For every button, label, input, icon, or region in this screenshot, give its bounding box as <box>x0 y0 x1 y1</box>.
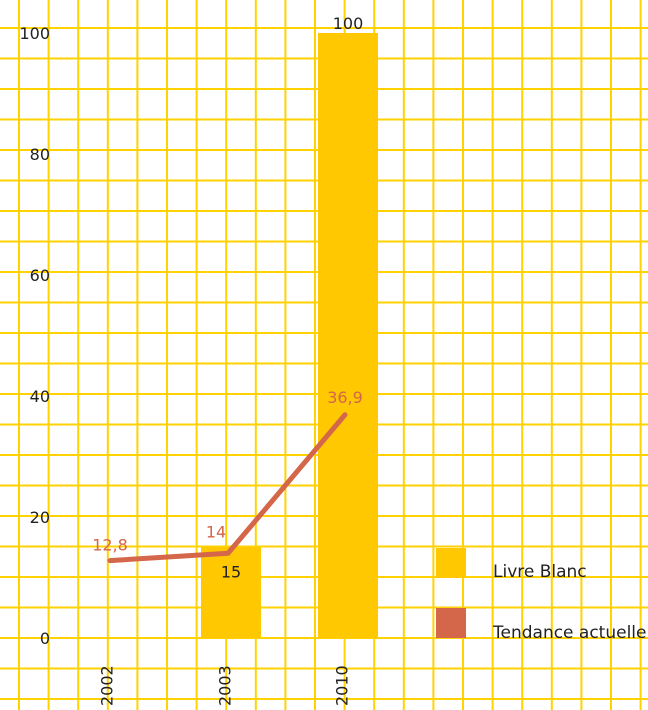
y-tick-label: 80 <box>30 145 50 164</box>
y-tick-label: 40 <box>30 387 50 406</box>
x-tick-label: 2003 <box>216 665 235 706</box>
x-axis-tick-labels: 2002 2003 2010 <box>98 665 352 706</box>
line-data-label: 14 <box>206 522 226 541</box>
y-tick-label: 60 <box>30 266 50 285</box>
x-tick-label: 2002 <box>98 665 117 706</box>
bar-data-label: 15 <box>221 562 241 581</box>
bar-data-label: 100 <box>333 14 364 33</box>
y-tick-label: 0 <box>40 629 50 648</box>
bar-2003 <box>201 547 261 639</box>
legend-swatch-livre-blanc <box>436 548 466 578</box>
line-data-label: 36,9 <box>327 388 363 407</box>
line-series-tendance-actuelle: 12,8 14 36,9 <box>92 388 363 564</box>
legend-label-livre-blanc: Livre Blanc <box>493 562 587 582</box>
bar-2010 <box>318 33 378 638</box>
y-tick-label: 20 <box>30 508 50 527</box>
legend: Livre Blanc Tendance actuelle <box>436 548 647 643</box>
bar-series-livre-blanc: 15 100 <box>201 14 378 639</box>
x-tick-label: 2010 <box>333 665 352 706</box>
legend-swatch-tendance-actuelle <box>436 608 466 638</box>
legend-label-tendance-actuelle: Tendance actuelle <box>492 623 647 643</box>
y-axis-tick-labels: 0 20 40 60 80 100 <box>19 24 50 648</box>
line-data-label: 12,8 <box>92 536 128 555</box>
y-tick-label: 100 <box>19 24 50 43</box>
line-path <box>107 412 348 564</box>
